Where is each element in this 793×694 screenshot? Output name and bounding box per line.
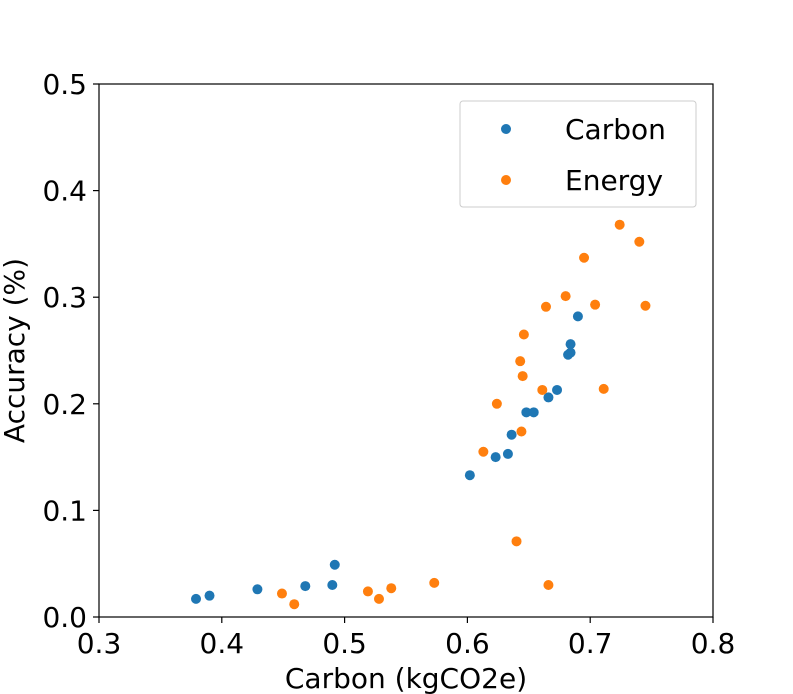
plot-area [191, 219, 651, 610]
y-axis: 0.0 0.1 0.2 0.3 0.4 0.5 [42, 68, 99, 634]
legend-marker-energy [501, 175, 511, 185]
data-point-energy [515, 356, 526, 367]
y-tick-label: 0.1 [42, 494, 87, 527]
data-point-energy [517, 371, 528, 382]
data-point-carbon [300, 581, 311, 592]
legend-marker-carbon [501, 124, 511, 134]
data-point-energy [579, 252, 590, 263]
data-point-energy [511, 536, 522, 547]
data-point-energy [598, 383, 609, 394]
data-point-energy [276, 588, 287, 599]
data-point-carbon [490, 452, 501, 463]
legend: Carbon Energy [459, 100, 697, 208]
data-point-energy [537, 384, 548, 395]
x-tick-label: 0.6 [445, 627, 490, 660]
x-tick-label: 0.7 [568, 627, 613, 660]
data-point-carbon [528, 407, 539, 418]
data-point-energy [516, 426, 527, 437]
y-tick-label: 0.5 [42, 68, 87, 101]
data-point-energy [373, 593, 384, 604]
x-tick-label: 0.4 [200, 627, 245, 660]
data-point-energy [543, 580, 554, 591]
data-point-energy [491, 398, 502, 409]
y-tick-label: 0.0 [42, 601, 87, 634]
legend-label-carbon: Carbon [565, 113, 666, 146]
x-axis: 0.3 0.4 0.5 0.6 0.7 0.8 [77, 617, 736, 660]
data-point-energy [560, 291, 571, 302]
data-point-energy [590, 299, 601, 310]
data-point-carbon [565, 347, 576, 358]
data-point-carbon [552, 384, 563, 395]
data-point-carbon [521, 407, 532, 418]
data-point-energy [614, 219, 625, 230]
data-point-carbon [565, 339, 576, 350]
data-point-carbon [572, 311, 583, 322]
legend-label-energy: Energy [565, 164, 663, 197]
data-point-energy [518, 329, 529, 340]
x-tick-label: 0.8 [691, 627, 736, 660]
y-tick-label: 0.3 [42, 281, 87, 314]
data-point-carbon [327, 580, 338, 591]
y-tick-label: 0.4 [42, 175, 87, 208]
data-point-carbon [543, 392, 554, 403]
data-point-energy [386, 583, 397, 594]
data-point-energy [478, 446, 489, 457]
data-point-carbon [252, 584, 263, 595]
data-point-energy [540, 301, 551, 312]
data-point-carbon [464, 470, 475, 481]
data-point-energy [634, 236, 645, 247]
data-point-carbon [329, 559, 340, 570]
data-point-energy [640, 300, 651, 311]
data-point-energy [362, 586, 373, 597]
data-point-carbon [506, 429, 517, 440]
data-point-carbon [502, 448, 513, 459]
x-tick-label: 0.3 [77, 627, 122, 660]
legend-box [459, 100, 697, 208]
x-axis-label: Carbon (kgCO2e) [285, 662, 527, 694]
data-point-energy [429, 577, 440, 588]
y-tick-label: 0.2 [42, 388, 87, 421]
data-point-energy [289, 599, 300, 610]
x-tick-label: 0.5 [322, 627, 367, 660]
data-point-carbon [204, 590, 215, 601]
data-point-carbon [191, 593, 202, 604]
y-axis-label: Accuracy (%) [0, 258, 31, 443]
plot-frame [98, 83, 714, 618]
